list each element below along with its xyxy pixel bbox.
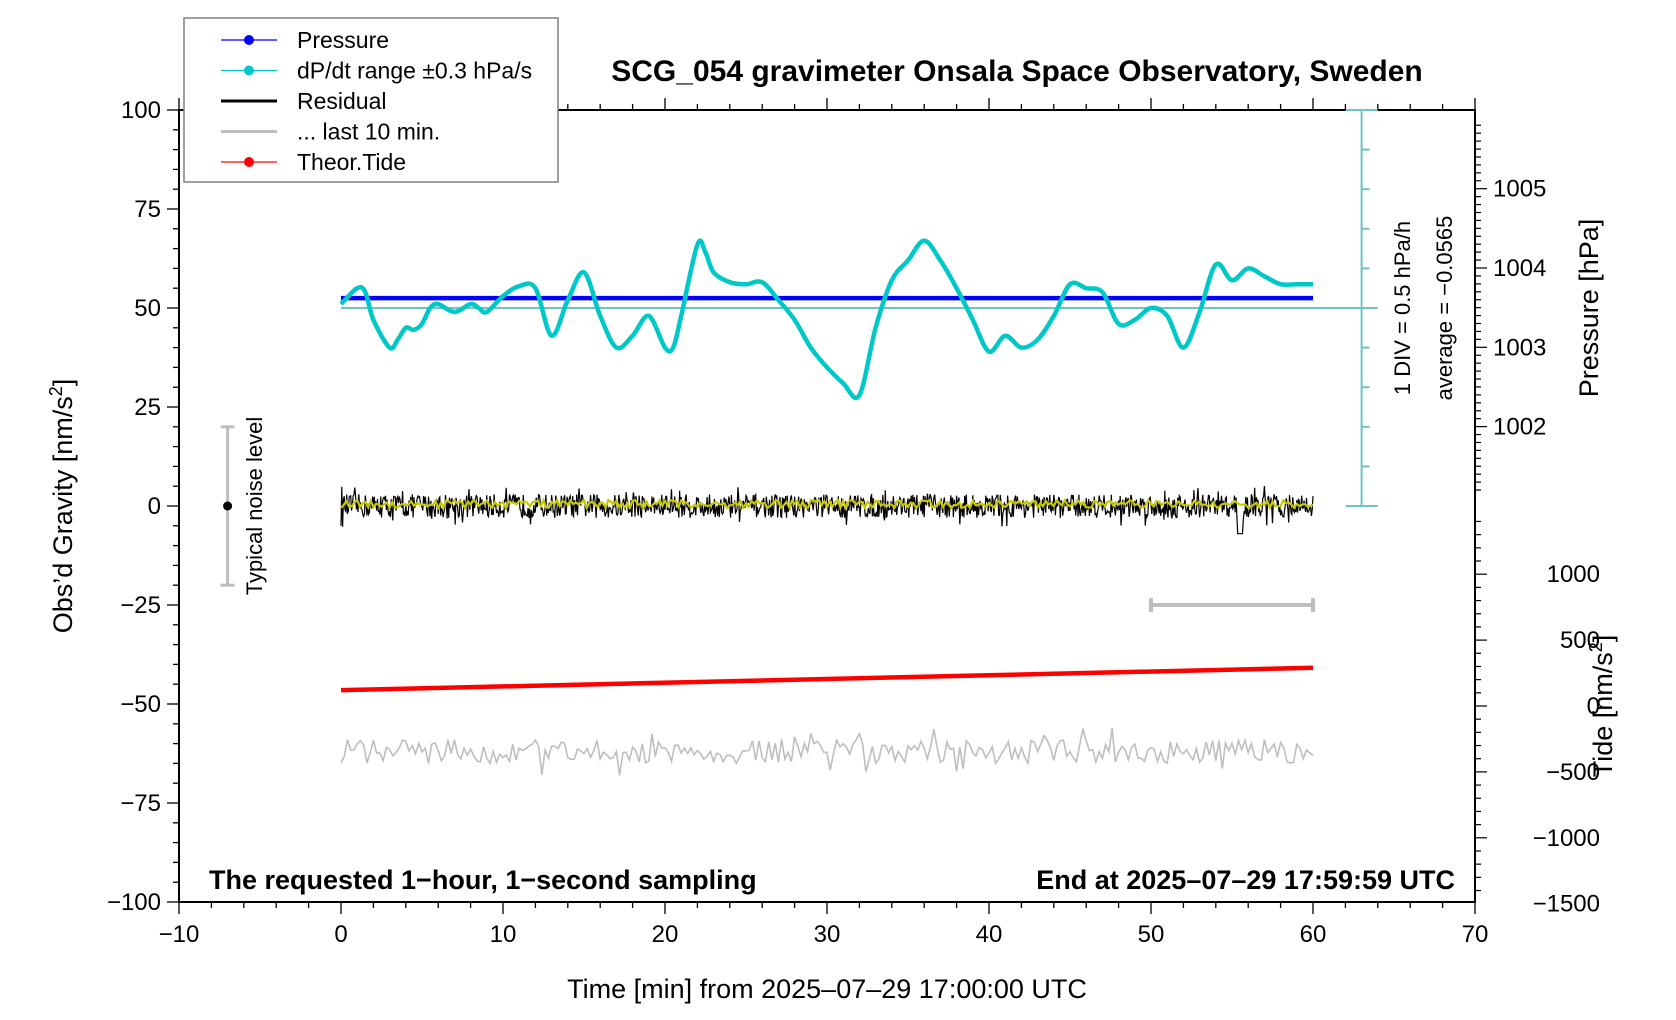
y-axis-left: 100 75 50 25 0 −25 −50 −75 −100 [107,97,179,916]
legend-label: Theor.Tide [297,149,406,175]
noise-level-label: Typical noise level [242,417,267,596]
tide-tick-label: 0 [1587,693,1600,720]
y-axis-pressure-label: Pressure [hPa] [1574,219,1604,398]
y-tick-label: 25 [134,394,161,421]
tide-tick-label: 500 [1560,627,1600,654]
residual-line [340,485,1314,535]
x-tick-label: 70 [1462,921,1489,948]
y-tick-label: −25 [120,592,161,619]
dpdt-line [339,238,1313,401]
x-tick-label: −10 [159,921,200,948]
y-tick-label: 100 [121,97,161,124]
legend: Pressure dP/dt range ±0.3 hPa/s Residual..… [183,17,559,183]
legend-label: ... last 10 min. [297,119,440,145]
noise-center-dot [223,501,233,511]
last10-line [340,727,1314,776]
y-axis-left-label: Obs’d Gravity [nm/s2] [46,379,78,634]
x-tick-label: 0 [334,921,347,948]
y-tick-label: 75 [134,196,161,223]
pressure-tick-label: 1004 [1493,255,1546,282]
pressure-tick-label: 1005 [1493,176,1546,203]
y-axis-tide-label: Tide [nm/s2] [1586,635,1618,778]
dpdt-average-label: average = −0.0565 [1432,216,1457,401]
x-axis-label: Time [min] from 2025–07–29 17:00:00 UTC [567,974,1087,1004]
legend-dot [244,35,254,45]
y-tick-label: −75 [120,790,161,817]
y-tick-label: 50 [134,295,161,322]
x-tick-label: 20 [652,921,679,948]
dpdt-axis [341,109,1378,507]
y-axis-tide: 1000 500 0 −500 −1000 −1500 [1475,520,1600,918]
bottom-left-note: The requested 1−hour, 1−second sampling [209,865,757,895]
legend-label: Pressure [297,27,389,53]
bottom-right-note: End at 2025–07–29 17:59:59 UTC [1036,865,1455,895]
x-tick-label: 50 [1138,921,1165,948]
pressure-tick-label: 1002 [1493,414,1546,441]
tide-tick-label: 1000 [1547,561,1600,588]
tide-line [340,665,1314,693]
chart-title: SCG_054 gravimeter Onsala Space Observat… [611,55,1423,88]
x-tick-label: 30 [814,921,841,948]
tide-tick-label: −1500 [1533,891,1600,918]
dpdt-scale-label: 1 DIV = 0.5 hPa/h [1390,221,1415,395]
tide-tick-label: −500 [1546,759,1600,786]
y-tick-label: −50 [120,691,161,718]
series-layer [339,238,1315,776]
residual-smoothed-line [340,497,1314,511]
x-tick-label: 10 [490,921,517,948]
legend-label: dP/dt range ±0.3 hPa/s [297,58,532,84]
pressure-tick-label: 1003 [1493,334,1546,361]
x-tick-label: 40 [976,921,1003,948]
legend-dot [244,157,254,167]
legend-label: Residual [297,88,387,114]
x-tick-label: 60 [1300,921,1327,948]
noise-level-marker [220,425,235,587]
y-tick-label: 0 [148,493,161,520]
x-axis: −10 0 10 20 30 40 50 60 70 [159,98,1489,948]
y-tick-label: −100 [107,889,161,916]
tide-tick-label: −1000 [1533,825,1600,852]
y-axis-pressure: 1005 1004 1003 1002 [1475,124,1546,491]
legend-dot [244,65,254,76]
